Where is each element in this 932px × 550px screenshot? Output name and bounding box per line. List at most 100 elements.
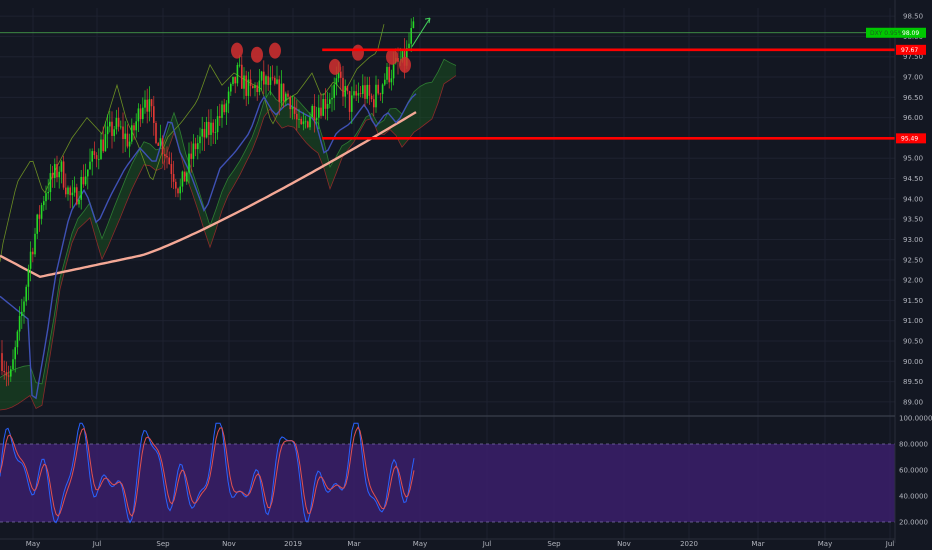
price-badge-value: 98.09 xyxy=(902,30,919,37)
candle-body xyxy=(117,117,120,127)
candle-body xyxy=(223,104,225,113)
candle-body xyxy=(329,99,331,104)
candle-body xyxy=(124,133,126,140)
price-axis[interactable]: 98.5098.0097.5097.0096.5096.0095.5095.00… xyxy=(866,0,926,543)
level-badge-label: 97.67 xyxy=(901,47,918,54)
candle-body xyxy=(375,84,377,108)
price-tick-label: 90.50 xyxy=(903,337,923,345)
projection-arrow xyxy=(411,17,431,47)
candle-body xyxy=(225,103,228,113)
ma200-line xyxy=(0,111,417,279)
candle-body xyxy=(47,192,49,194)
candle-body xyxy=(265,76,267,85)
price-tick-label: 96.50 xyxy=(903,94,923,102)
candle-body xyxy=(164,154,166,156)
candle-body xyxy=(192,143,195,159)
price-tick-label: 96.00 xyxy=(903,114,923,122)
candle-body xyxy=(342,77,344,97)
candle-body xyxy=(183,171,186,182)
candle-body xyxy=(373,99,375,108)
candle-body xyxy=(302,121,305,125)
candle-body xyxy=(293,106,296,114)
price-tick-label: 89.00 xyxy=(903,398,923,406)
time-tick-label: Sep xyxy=(156,540,170,548)
candle-body xyxy=(397,57,399,62)
candle-body xyxy=(137,108,140,122)
candle-body xyxy=(331,97,333,100)
candle-body xyxy=(78,199,80,205)
stoch-tick-label: 100.0000 xyxy=(899,415,932,423)
candle-body xyxy=(309,117,311,128)
candle-body xyxy=(203,128,206,138)
candle-body xyxy=(335,78,338,85)
time-tick-label: Mar xyxy=(347,540,360,548)
candle-body xyxy=(84,176,87,185)
candle-body xyxy=(104,134,107,152)
candle-body xyxy=(201,128,203,137)
resistance-touch-marker xyxy=(329,58,341,75)
candle-body xyxy=(313,105,316,121)
resistance-touch-marker xyxy=(386,48,398,65)
price-tick-label: 93.00 xyxy=(903,236,923,244)
candle-body xyxy=(410,28,412,44)
candle-body xyxy=(113,129,115,136)
candle-body xyxy=(232,76,234,85)
stoch-k-line xyxy=(0,422,415,524)
candle-body xyxy=(175,181,177,189)
candle-body xyxy=(377,84,379,94)
price-tick-label: 92.00 xyxy=(903,277,923,285)
candle-body xyxy=(300,118,302,125)
candle-body xyxy=(142,107,144,120)
candle-body xyxy=(32,251,34,255)
candle-body xyxy=(274,77,276,84)
time-tick-label: May xyxy=(26,540,40,548)
candle-body xyxy=(287,93,289,97)
stoch-d-line xyxy=(0,426,415,517)
candle-body xyxy=(170,164,173,175)
candle-body xyxy=(111,121,113,136)
candle-body xyxy=(267,76,269,85)
candle-body xyxy=(353,91,355,96)
candle-body xyxy=(159,138,162,146)
candle-body xyxy=(168,157,170,165)
time-axis[interactable]: May Jul Sep Nov 2019 Mar May Jul Sep Nov 2020 Mar Ma… xyxy=(0,538,895,548)
candle-body xyxy=(62,161,65,188)
candle-body xyxy=(73,187,76,193)
candle-body xyxy=(346,86,349,92)
candle-body xyxy=(82,176,85,185)
candle-body xyxy=(51,173,54,178)
candle-body xyxy=(348,91,351,112)
stoch-band xyxy=(0,444,895,522)
price-tick-label: 91.50 xyxy=(903,297,923,305)
cloud-span-a xyxy=(0,58,457,385)
time-tick-label: Sep xyxy=(547,540,561,548)
candle-body xyxy=(155,122,157,144)
candle-body xyxy=(289,96,291,110)
candle-body xyxy=(1,353,3,372)
candle-body xyxy=(49,173,52,193)
candle-body xyxy=(307,121,309,128)
candle-body xyxy=(43,201,45,206)
level-badge-label: 95.49 xyxy=(901,136,918,143)
candle-body xyxy=(109,121,111,127)
candle-body xyxy=(243,75,245,89)
candle-body xyxy=(357,93,360,96)
candle-body xyxy=(29,251,32,269)
stoch-tick-label: 80.0000 xyxy=(899,441,928,449)
candle-body xyxy=(150,99,153,107)
candle-body xyxy=(384,79,386,85)
resistance-touch-marker xyxy=(231,42,243,59)
candle-body xyxy=(318,107,320,118)
horizontal-levels[interactable] xyxy=(0,32,895,140)
candle-body xyxy=(304,121,307,123)
candle-body xyxy=(71,192,74,196)
candle-body xyxy=(106,126,109,135)
candle-body xyxy=(355,91,357,96)
lagging-span xyxy=(0,24,385,262)
candle-body xyxy=(5,372,8,376)
price-badge-symbol: DXY 0.95% xyxy=(870,30,904,37)
candle-body xyxy=(337,71,340,79)
time-tick-label: Jul xyxy=(92,540,102,548)
stoch-axis[interactable]: 100.0000 80.0000 60.0000 40.0000 20.0000 xyxy=(899,415,932,527)
